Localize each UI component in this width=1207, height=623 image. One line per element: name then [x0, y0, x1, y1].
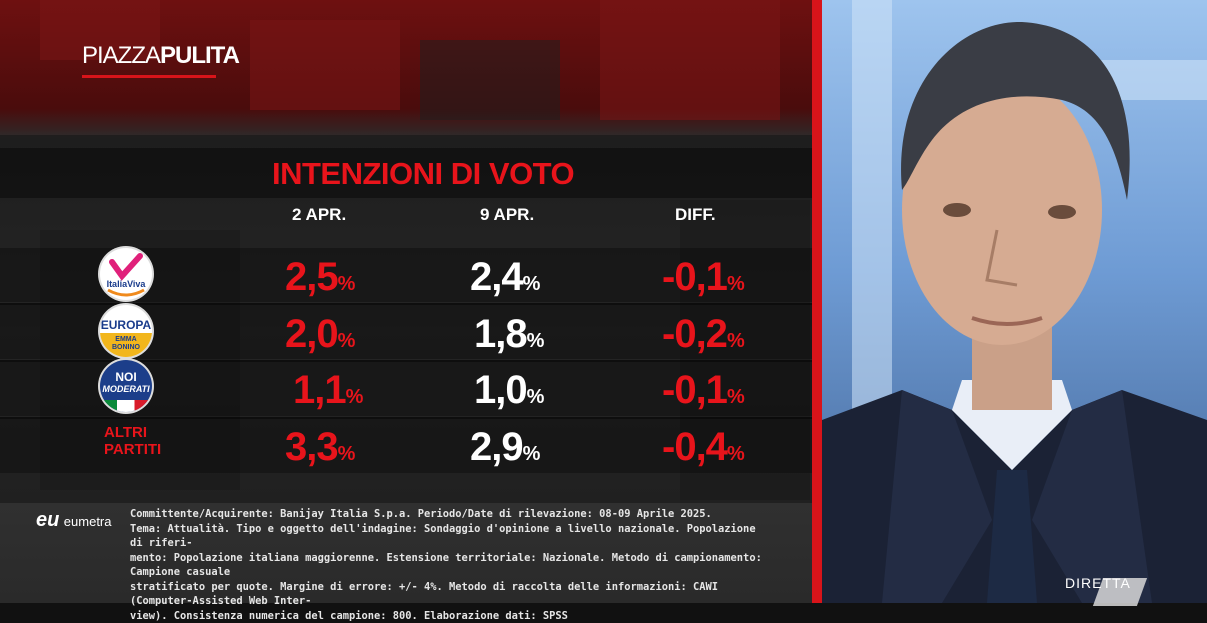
value-europa-9-apr: 1,8% — [474, 312, 543, 357]
methodology-line: Committente/Acquirente: Banijay Italia S… — [130, 507, 762, 522]
show-logo-underline — [82, 75, 216, 78]
value-noi-moderati-2-apr: 1,1% — [293, 368, 362, 413]
column-header-diff: DIFF. — [675, 205, 716, 225]
value-altri-diff: -0,4% — [662, 425, 744, 470]
value-altri-2-apr: 3,3% — [285, 425, 354, 470]
column-header-2-apr: 2 APR. — [292, 205, 346, 225]
italia-viva-logo-text: ItaliaViva — [100, 279, 152, 289]
live-badge: DIRETTA — [1065, 575, 1131, 591]
eumetra-logo: eu eumetra — [36, 509, 112, 532]
value-noi-moderati-9-apr: 1,0% — [474, 368, 543, 413]
guest-video-panel — [822, 0, 1207, 603]
value-europa-diff: -0,2% — [662, 312, 744, 357]
italia-viva-check-icon — [100, 248, 152, 300]
europa-logo-text: EUROPA — [100, 318, 152, 332]
value-italia-viva-diff: -0,1% — [662, 255, 744, 300]
column-header-9-apr: 9 APR. — [480, 205, 534, 225]
noi-moderati-logo-text-top: NOI — [100, 370, 152, 384]
value-europa-2-apr: 2,0% — [285, 312, 354, 357]
guest-portrait — [822, 0, 1207, 603]
noi-moderati-logo: NOI MODERATI — [100, 360, 152, 412]
eumetra-name: eumetra — [64, 514, 112, 529]
show-logo: PIAZZAPULITA — [82, 42, 239, 70]
methodology-line: Tema: Attualità. Tipo e oggetto dell'ind… — [130, 522, 762, 551]
value-noi-moderati-diff: -0,1% — [662, 368, 744, 413]
value-italia-viva-2-apr: 2,5% — [285, 255, 354, 300]
poll-title: INTENZIONI DI VOTO — [272, 156, 574, 192]
altri-label: ALTRI — [104, 424, 161, 441]
methodology-line: mento: Popolazione italiana maggiorenne.… — [130, 551, 762, 580]
divider-bar — [812, 0, 822, 603]
italia-viva-logo: ItaliaViva — [100, 248, 152, 300]
europa-logo: EUROPA EMMA BONINO — [100, 305, 152, 357]
value-altri-9-apr: 2,9% — [470, 425, 539, 470]
methodology-line: stratificato per quote. Margine di error… — [130, 580, 762, 609]
emma-bonino-logo-text: EMMA BONINO — [100, 336, 152, 352]
altri-partiti-label: ALTRI PARTITI — [104, 424, 161, 458]
value-italia-viva-9-apr: 2,4% — [470, 255, 539, 300]
methodology-note: Committente/Acquirente: Banijay Italia S… — [130, 507, 762, 623]
tricolor-band — [100, 400, 152, 412]
methodology-line: view). Consistenza numerica del campione… — [130, 609, 762, 623]
eumetra-mark: eu — [36, 509, 59, 531]
partiti-label: PARTITI — [104, 441, 161, 458]
noi-moderati-logo-text-bottom: MODERATI — [100, 384, 152, 394]
